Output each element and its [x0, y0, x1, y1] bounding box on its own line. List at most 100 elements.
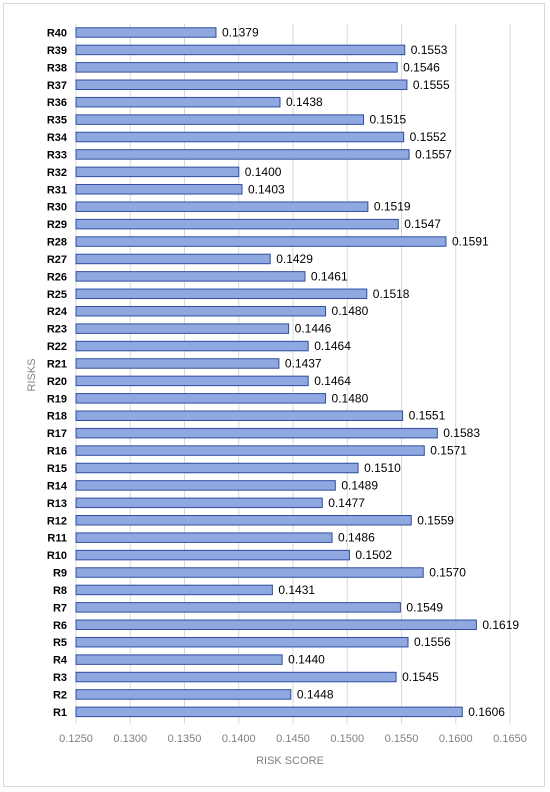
gridlines	[75, 24, 511, 724]
category-label: R27	[47, 254, 67, 266]
data-label: 0.1571	[430, 444, 467, 458]
bar-r32	[75, 166, 240, 178]
bar-r37	[75, 79, 408, 91]
data-label: 0.1515	[370, 113, 407, 127]
data-label: 0.1583	[443, 426, 480, 440]
bar-r21	[75, 358, 280, 369]
category-labels: R40 R39 R38 R37 R36 R35 R34 R33 R32 R31 R30 R29 R28 R…	[47, 28, 68, 719]
category-label: R24	[47, 306, 68, 318]
bar-r29	[75, 218, 399, 230]
category-label: R30	[47, 202, 67, 214]
category-label: R8	[53, 585, 67, 597]
category-label: R34	[47, 132, 68, 144]
bar-r23	[75, 323, 290, 334]
data-label: 0.1545	[402, 670, 439, 684]
x-tick-label: 0.1500	[330, 733, 364, 745]
bar-r6	[75, 619, 477, 631]
bar-r20	[75, 375, 309, 387]
bar-r3	[75, 671, 397, 683]
data-label: 0.1549	[406, 600, 443, 614]
category-label: R26	[47, 271, 67, 283]
category-label: R35	[47, 115, 67, 127]
bar-r15	[75, 462, 359, 474]
data-labels: 0.13790.15530.15460.15550.14380.15150.15…	[222, 26, 519, 719]
x-tick-label: 0.1450	[276, 733, 310, 745]
data-label: 0.1591	[452, 235, 489, 249]
category-label: R2	[53, 689, 67, 701]
data-label: 0.1431	[278, 583, 315, 597]
data-label: 0.1480	[332, 304, 369, 318]
bar-r24	[75, 305, 327, 317]
data-label: 0.1438	[286, 95, 323, 109]
bar-r2	[75, 689, 292, 700]
category-label: R15	[47, 463, 67, 475]
category-label: R13	[47, 498, 67, 510]
bar-r16	[75, 445, 425, 456]
data-label: 0.1379	[222, 26, 259, 40]
bar-r9	[75, 567, 424, 578]
data-label: 0.1480	[332, 391, 369, 405]
category-label: R4	[53, 655, 68, 667]
category-label: R32	[47, 167, 67, 179]
bar-r38	[75, 62, 398, 73]
bar-r28	[75, 236, 447, 247]
data-label: 0.1437	[285, 356, 322, 370]
data-label: 0.1464	[314, 339, 351, 353]
data-label: 0.1464	[314, 374, 351, 388]
data-label: 0.1502	[355, 548, 392, 562]
x-tick-label: 0.1550	[385, 733, 419, 745]
category-label: R17	[47, 428, 67, 440]
x-tick-label: 0.1250	[59, 733, 93, 745]
data-label: 0.1557	[415, 147, 452, 161]
category-label: R31	[47, 184, 67, 196]
category-label: R11	[47, 533, 67, 545]
x-axis-title: RISK SCORE	[256, 755, 324, 767]
data-label: 0.1429	[276, 252, 313, 266]
bar-r5	[75, 636, 409, 648]
bar-r10	[75, 549, 350, 561]
bar-r25	[75, 288, 368, 300]
data-label: 0.1403	[248, 182, 285, 196]
data-label: 0.1606	[468, 705, 505, 719]
data-label: 0.1559	[417, 513, 454, 527]
category-label: R29	[47, 219, 67, 231]
data-label: 0.1461	[311, 269, 348, 283]
data-label: 0.1486	[338, 531, 375, 545]
category-label: R36	[47, 97, 67, 109]
data-label: 0.1477	[328, 496, 365, 510]
bar-r30	[75, 201, 369, 212]
category-label: R1	[53, 707, 67, 719]
bar-r34	[75, 131, 405, 143]
data-label: 0.1446	[295, 322, 332, 336]
data-label: 0.1519	[374, 200, 411, 214]
bar-r11	[75, 532, 333, 543]
category-label: R3	[53, 672, 67, 684]
category-label: R28	[47, 237, 67, 249]
category-label: R39	[47, 45, 67, 57]
category-label: R19	[47, 393, 67, 405]
data-label: 0.1552	[410, 130, 447, 144]
category-label: R37	[47, 80, 67, 92]
data-label: 0.1619	[482, 618, 519, 632]
data-label: 0.1553	[411, 43, 448, 57]
category-label: R22	[47, 341, 67, 353]
category-label: R12	[47, 515, 67, 527]
bar-r1	[75, 706, 463, 718]
bar-r12	[75, 515, 412, 526]
bar-r17	[75, 427, 438, 439]
category-label: R18	[47, 411, 67, 423]
data-label: 0.1555	[413, 78, 450, 92]
y-axis-title: RISKS	[26, 358, 38, 391]
category-label: R33	[47, 149, 67, 161]
x-tick-label: 0.1400	[222, 733, 256, 745]
category-label: R7	[53, 602, 67, 614]
data-label: 0.1400	[245, 165, 282, 179]
x-tick-labels: 0.1250 0.1300 0.1350 0.1400 0.1450 0.1500 0.15…	[59, 733, 527, 745]
category-label: R16	[47, 446, 67, 458]
category-label: R20	[47, 376, 67, 388]
category-label: R5	[53, 637, 67, 649]
category-label: R10	[47, 550, 67, 562]
bar-r33	[75, 149, 410, 160]
bar-r8	[75, 584, 273, 596]
bar-r19	[75, 393, 327, 404]
